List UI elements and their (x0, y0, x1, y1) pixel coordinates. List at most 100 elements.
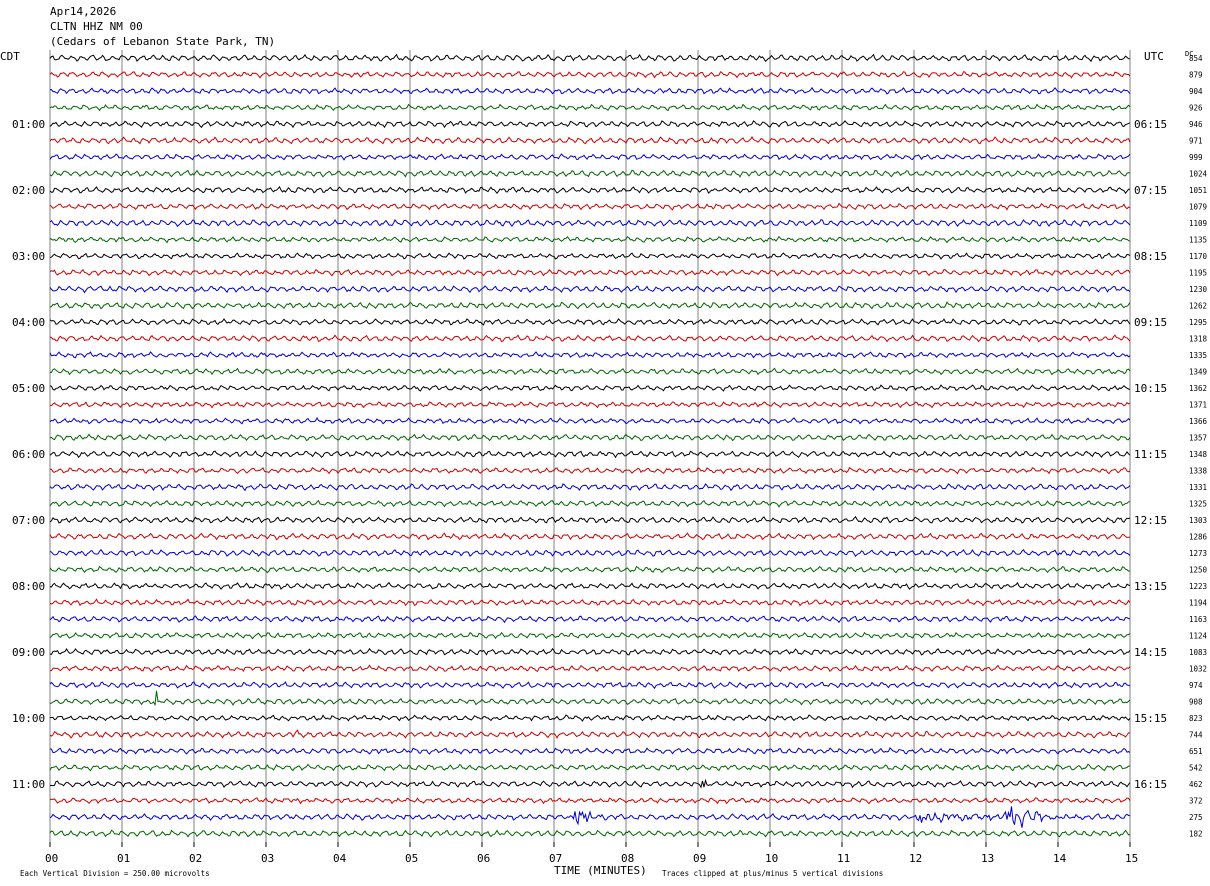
seismic-trace-line (49, 615, 1131, 624)
x-tick-label: 01 (117, 852, 130, 865)
seismic-trace-line (49, 747, 1131, 756)
dc-offset-value: 1303 (1189, 516, 1207, 525)
x-axis-ticks: 00 01 02 03 04 05 06 07 08 09 10 11 12 13 14 15 (45, 842, 1138, 865)
dc-offset-value: 1273 (1189, 549, 1207, 558)
seismic-trace-line (49, 829, 1131, 838)
dc-offset-value: 651 (1189, 747, 1203, 756)
seismic-trace-line (49, 53, 1131, 63)
dc-offset-value: 823 (1189, 714, 1203, 723)
seismic-trace-line (49, 219, 1131, 228)
dc-offset-value: 1338 (1189, 467, 1208, 476)
dc-offset-value: 1371 (1189, 401, 1207, 410)
x-axis-title: TIME (MINUTES) (554, 864, 647, 877)
seismic-trace-line (49, 450, 1131, 459)
dc-offset-value: 1109 (1189, 219, 1207, 228)
seismic-trace-line (49, 581, 1131, 590)
dc-offset-value: 1051 (1189, 186, 1207, 195)
seismic-trace-line (49, 136, 1131, 145)
dc-offset-value: 1194 (1189, 599, 1208, 608)
seismic-trace-line (49, 268, 1131, 277)
cdt-hour-label: 03:00 (12, 250, 45, 263)
x-tick-label: 09 (693, 852, 706, 865)
dc-offset-value: 1230 (1189, 285, 1208, 294)
seismic-trace-line (49, 416, 1131, 425)
seismic-trace-line (49, 86, 1131, 95)
seismic-trace-line (49, 499, 1131, 508)
dc-offset-value: 904 (1189, 87, 1203, 96)
dc-offset-value: 1223 (1189, 582, 1207, 591)
x-tick-label: 05 (405, 852, 418, 865)
cdt-hour-label: 09:00 (12, 646, 45, 659)
dc-offset-value: 1195 (1189, 269, 1207, 278)
dc-offset-value: 1262 (1189, 302, 1207, 311)
dc-offset-value: 542 (1189, 764, 1203, 773)
vertical-division-note: Each Vertical Division = 250.00 microvol… (20, 869, 210, 878)
dc-offset-value: 946 (1189, 120, 1203, 129)
cdt-hour-label: 10:00 (12, 712, 45, 725)
dc-offset-value: 971 (1189, 137, 1203, 146)
dc-offset-value: 1325 (1189, 500, 1207, 509)
dc-offset-value: 854 (1189, 54, 1203, 63)
utc-hour-label: 10:15 (1134, 382, 1167, 395)
dc-column-label: DC (1185, 50, 1193, 58)
seismic-trace-line (49, 120, 1131, 129)
dc-offset-value: 1366 (1189, 417, 1208, 426)
seismic-trace-line (49, 202, 1131, 211)
x-tick-label: 11 (837, 852, 850, 865)
dc-offset-value: 182 (1189, 830, 1203, 839)
dc-offset-value: 1286 (1189, 533, 1208, 542)
cdt-hour-label: 01:00 (12, 118, 45, 131)
dc-offset-value: 1083 (1189, 648, 1207, 657)
dc-offset-value: 1135 (1189, 236, 1207, 245)
hour-labels: 01:00 06:15 02:00 07:15 03:00 08:15 04:00 09:15… (12, 118, 1167, 791)
utc-hour-label: 09:15 (1134, 316, 1167, 329)
seismic-trace-line (49, 285, 1131, 294)
cdt-hour-label: 08:00 (12, 580, 45, 593)
seismic-trace-line (50, 466, 1131, 475)
dc-offset-value: 275 (1189, 813, 1203, 822)
seismic-traces (49, 53, 1131, 838)
dc-offset-value: 1295 (1189, 318, 1207, 327)
seismic-trace-line (49, 318, 1131, 326)
seismic-trace-line (49, 778, 1131, 789)
dc-offset-value: 974 (1189, 681, 1203, 690)
utc-hour-label: 15:15 (1134, 712, 1167, 725)
seismic-trace-line (49, 334, 1131, 343)
dc-offset-value: 1170 (1189, 252, 1208, 261)
seismic-trace-line (49, 763, 1131, 772)
cdt-hour-label: 06:00 (12, 448, 45, 461)
dc-offset-value: 999 (1189, 153, 1203, 162)
station-location: (Cedars of Lebanon State Park, TN) (50, 35, 276, 48)
dc-offset-value: 1163 (1189, 615, 1207, 624)
seismic-trace-line (49, 71, 1131, 79)
seismic-trace-line (49, 515, 1131, 524)
cdt-hour-label: 05:00 (12, 382, 45, 395)
seismic-trace-line (49, 647, 1131, 656)
dc-offset-labels: 854 879 904 926 946 971 999 1024 1051 1079 1109 113… (1189, 54, 1208, 839)
dc-offset-value: 372 (1189, 797, 1203, 806)
x-tick-label: 10 (765, 852, 778, 865)
dc-offset-value: 1318 (1189, 335, 1208, 344)
x-tick-label: 13 (981, 852, 994, 865)
seismic-trace-line (49, 797, 1131, 805)
dc-offset-value: 908 (1189, 698, 1203, 707)
utc-hour-label: 06:15 (1134, 118, 1167, 131)
dc-offset-value: 462 (1189, 780, 1203, 789)
dc-offset-value: 1362 (1189, 384, 1207, 393)
dc-offset-value: 1024 (1189, 170, 1208, 179)
seismic-trace-line (49, 729, 1130, 739)
right-timezone-label: UTC (1144, 50, 1164, 63)
utc-hour-label: 12:15 (1134, 514, 1167, 527)
seismic-trace-line (49, 690, 1131, 707)
x-tick-label: 15 (1125, 852, 1138, 865)
cdt-hour-label: 04:00 (12, 316, 45, 329)
dc-offset-value: 926 (1189, 104, 1203, 113)
dc-offset-value: 1250 (1189, 566, 1208, 575)
seismic-trace-line (49, 714, 1131, 722)
seismic-trace-line (49, 185, 1130, 195)
seismic-trace-line (49, 169, 1131, 178)
seismic-trace-line (49, 384, 1131, 392)
cdt-hour-label: 07:00 (12, 514, 45, 527)
x-tick-label: 00 (45, 852, 58, 865)
